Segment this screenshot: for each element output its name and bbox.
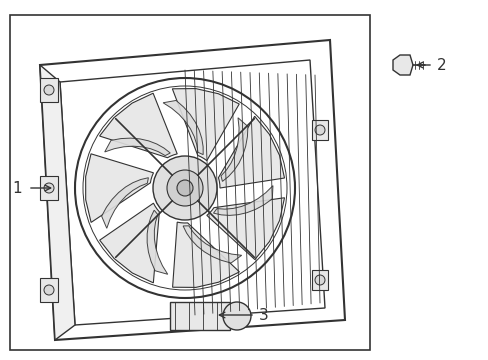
Polygon shape	[102, 178, 148, 228]
Text: 2: 2	[436, 58, 446, 72]
Polygon shape	[392, 55, 412, 75]
Polygon shape	[147, 210, 167, 274]
Polygon shape	[221, 118, 247, 181]
Polygon shape	[85, 154, 153, 222]
Polygon shape	[104, 138, 170, 156]
Polygon shape	[206, 198, 284, 260]
Polygon shape	[172, 222, 239, 287]
Circle shape	[223, 302, 250, 330]
Polygon shape	[163, 100, 203, 155]
Bar	[170, 302, 229, 330]
Polygon shape	[100, 93, 177, 158]
Polygon shape	[172, 89, 239, 161]
Polygon shape	[311, 120, 327, 140]
Circle shape	[314, 275, 325, 285]
Polygon shape	[40, 176, 58, 200]
Polygon shape	[40, 78, 58, 102]
Circle shape	[167, 170, 203, 206]
Circle shape	[153, 156, 217, 220]
Text: 3: 3	[259, 307, 268, 323]
Circle shape	[314, 125, 325, 135]
Circle shape	[177, 180, 193, 196]
Polygon shape	[40, 65, 75, 340]
Polygon shape	[100, 203, 159, 283]
Circle shape	[44, 183, 54, 193]
Circle shape	[44, 285, 54, 295]
Circle shape	[44, 85, 54, 95]
Polygon shape	[311, 270, 327, 290]
Polygon shape	[218, 116, 284, 188]
Polygon shape	[40, 278, 58, 302]
Text: 1: 1	[12, 180, 22, 195]
Polygon shape	[213, 186, 272, 215]
Polygon shape	[183, 226, 241, 263]
